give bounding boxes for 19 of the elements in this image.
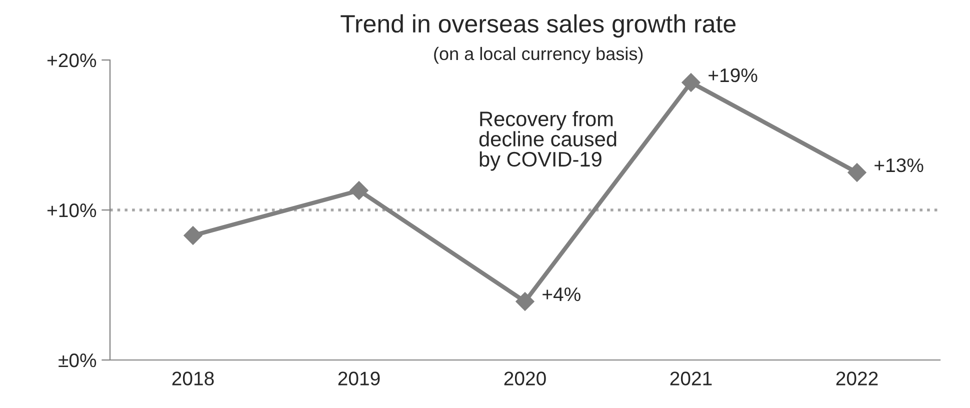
data-label: +13% [874, 158, 924, 172]
x-tick-label: 2021 [670, 372, 712, 386]
point [848, 163, 866, 182]
point [184, 226, 202, 245]
y-tick-label: +20% [47, 53, 96, 68]
x-tick-label: 2019 [338, 372, 380, 386]
point [516, 292, 534, 311]
chart-subtitle: (on a local currency basis) [434, 46, 643, 64]
annotation: Recovery from decline caused by COVID-19 [479, 111, 616, 171]
data-label: +19% [708, 68, 758, 82]
point [682, 73, 700, 92]
data-label: +4% [542, 287, 580, 302]
y-tick-label: +10% [47, 203, 96, 218]
x-tick-label: 2020 [504, 372, 546, 386]
y-tick-label: ±0% [58, 353, 96, 368]
x-tick-label: 2022 [836, 372, 878, 386]
chart-title: Trend in overseas sales growth rate [340, 14, 736, 38]
point [350, 181, 368, 200]
x-tick-label: 2018 [172, 372, 214, 386]
